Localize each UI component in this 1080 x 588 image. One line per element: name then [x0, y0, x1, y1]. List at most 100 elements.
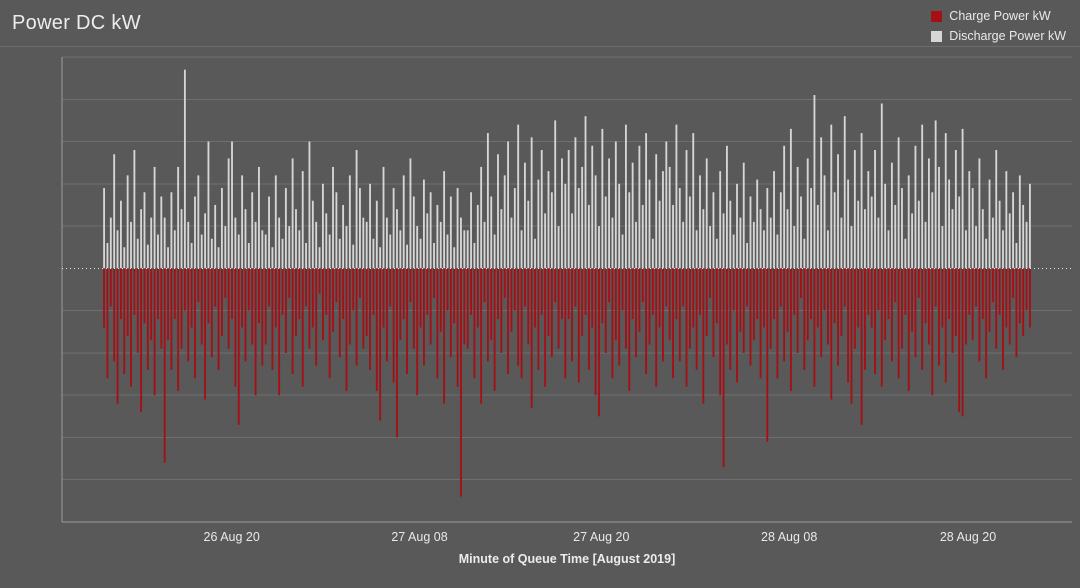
charge-bar[interactable] [284, 268, 287, 353]
discharge-bar[interactable] [853, 150, 856, 269]
charge-bar[interactable] [446, 268, 449, 311]
charge-bar[interactable] [641, 268, 644, 303]
charge-bar[interactable] [513, 268, 516, 311]
discharge-bar[interactable] [843, 116, 846, 269]
discharge-bar[interactable] [140, 209, 143, 269]
discharge-bar[interactable] [547, 171, 550, 269]
charge-bar[interactable] [985, 268, 988, 379]
discharge-bar[interactable] [800, 196, 802, 269]
discharge-bar[interactable] [510, 217, 513, 269]
charge-bar[interactable] [672, 268, 674, 379]
discharge-bar[interactable] [453, 247, 456, 269]
charge-bar[interactable] [439, 268, 442, 332]
discharge-bar[interactable] [561, 158, 563, 269]
discharge-bar[interactable] [624, 124, 627, 269]
charge-bar[interactable] [816, 268, 819, 328]
charge-bar[interactable] [443, 268, 446, 404]
charge-bar[interactable] [763, 268, 765, 328]
charge-bar[interactable] [618, 268, 621, 366]
discharge-bar[interactable] [513, 188, 516, 269]
discharge-bar[interactable] [540, 150, 543, 269]
charge-bar[interactable] [220, 268, 223, 336]
discharge-bar[interactable] [486, 133, 489, 269]
discharge-bar[interactable] [618, 183, 621, 269]
discharge-bar[interactable] [476, 204, 479, 269]
charge-bar[interactable] [493, 268, 496, 391]
discharge-bar[interactable] [419, 238, 422, 269]
discharge-bar[interactable] [715, 238, 718, 269]
discharge-bar[interactable] [978, 158, 981, 269]
discharge-bar[interactable] [247, 243, 250, 269]
charge-bar[interactable] [146, 268, 149, 370]
discharge-bar[interactable] [1018, 175, 1021, 269]
charge-bar[interactable] [109, 268, 112, 307]
charge-bar[interactable] [944, 268, 947, 383]
charge-bar[interactable] [150, 268, 153, 341]
discharge-bar[interactable] [470, 192, 472, 269]
discharge-bar[interactable] [130, 221, 132, 269]
discharge-bar[interactable] [493, 234, 496, 269]
charge-bar[interactable] [476, 268, 479, 328]
charge-bar[interactable] [385, 268, 388, 362]
discharge-bar[interactable] [816, 204, 819, 269]
discharge-bar[interactable] [234, 217, 237, 269]
charge-bar[interactable] [867, 268, 870, 315]
discharge-bar[interactable] [746, 243, 749, 269]
charge-bar[interactable] [853, 268, 856, 349]
charge-bar[interactable] [793, 268, 796, 315]
discharge-bar[interactable] [732, 234, 735, 269]
charge-bar[interactable] [167, 268, 169, 341]
charge-bar[interactable] [746, 268, 749, 307]
charge-bar[interactable] [183, 268, 186, 311]
charge-bar[interactable] [301, 268, 304, 387]
charge-bar[interactable] [113, 268, 116, 362]
charge-bar[interactable] [271, 268, 274, 370]
charge-bar[interactable] [163, 268, 166, 463]
charge-bar[interactable] [621, 268, 624, 311]
discharge-bar[interactable] [638, 145, 641, 269]
discharge-bar[interactable] [577, 188, 580, 269]
discharge-bar[interactable] [1012, 192, 1015, 269]
charge-bar[interactable] [557, 268, 560, 349]
discharge-bar[interactable] [463, 230, 466, 269]
discharge-bar[interactable] [655, 154, 658, 269]
discharge-bar[interactable] [688, 196, 691, 269]
discharge-bar[interactable] [833, 192, 836, 269]
charge-bar[interactable] [921, 268, 924, 370]
discharge-bar[interactable] [308, 141, 311, 269]
discharge-bar[interactable] [295, 209, 297, 269]
discharge-bar[interactable] [241, 175, 244, 269]
discharge-bar[interactable] [133, 150, 136, 269]
discharge-bar[interactable] [581, 166, 584, 269]
discharge-bar[interactable] [557, 226, 560, 269]
charge-bar[interactable] [214, 268, 217, 307]
discharge-bar[interactable] [567, 150, 570, 269]
discharge-bar[interactable] [695, 230, 698, 269]
charge-bar[interactable] [567, 268, 570, 320]
charge-bar[interactable] [951, 268, 954, 353]
charge-bar[interactable] [500, 268, 503, 353]
charge-bar[interactable] [311, 268, 314, 328]
discharge-bar[interactable] [291, 158, 294, 269]
discharge-bar[interactable] [163, 217, 166, 269]
discharge-bar[interactable] [793, 226, 796, 269]
charge-bar[interactable] [725, 268, 728, 345]
charge-bar[interactable] [635, 268, 637, 358]
charge-bar[interactable] [783, 268, 786, 362]
discharge-bar[interactable] [850, 226, 853, 269]
charge-bar[interactable] [224, 268, 227, 298]
discharge-bar[interactable] [409, 158, 412, 269]
charge-bar[interactable] [143, 268, 146, 324]
discharge-bar[interactable] [651, 238, 654, 269]
discharge-bar[interactable] [200, 234, 203, 269]
charge-bar[interactable] [510, 268, 513, 332]
discharge-bar[interactable] [1025, 221, 1028, 269]
discharge-bar[interactable] [231, 141, 233, 269]
charge-bar[interactable] [486, 268, 489, 362]
charge-bar[interactable] [460, 268, 462, 497]
charge-bar[interactable] [352, 268, 355, 311]
charge-bar[interactable] [517, 268, 520, 366]
charge-bar[interactable] [241, 268, 244, 328]
discharge-bar[interactable] [591, 145, 594, 269]
charge-bar[interactable] [604, 268, 607, 353]
